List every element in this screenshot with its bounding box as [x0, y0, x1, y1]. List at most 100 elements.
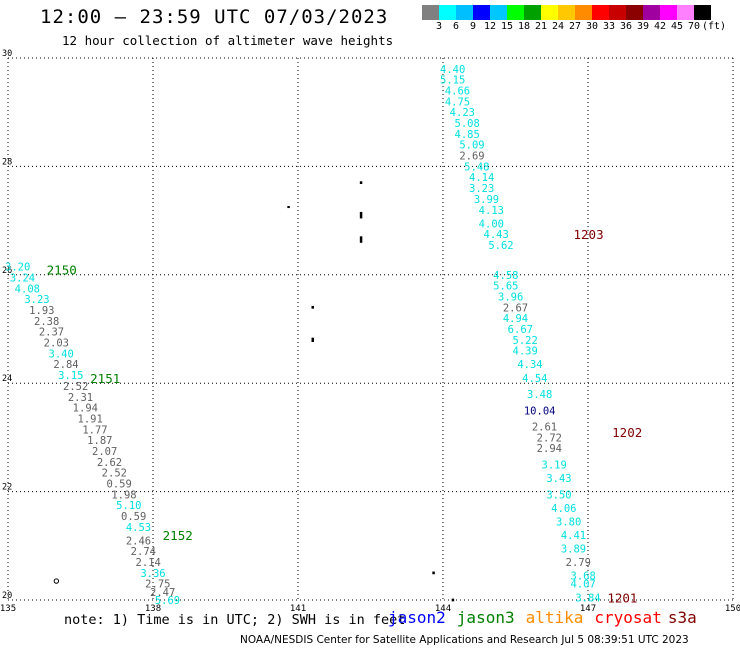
wave-height-value: 1.87	[87, 435, 112, 447]
color-swatch	[473, 5, 490, 20]
wave-height-value: 4.13	[479, 205, 504, 217]
lon-label: 138	[145, 604, 161, 614]
color-scale-label: 42	[653, 21, 667, 32]
wave-height-value: 5.22	[513, 335, 538, 347]
island-mark	[359, 236, 363, 243]
pass-id-label: 1203	[574, 227, 604, 242]
wave-height-value: 2.67	[503, 302, 528, 314]
color-scale-label: 45	[670, 21, 684, 32]
color-scale-label: 15	[500, 21, 514, 32]
color-swatch	[575, 5, 592, 20]
satellite-legend-item: s3a	[667, 608, 697, 627]
wave-height-value: 5.15	[440, 75, 465, 87]
lon-label: 135	[0, 604, 16, 614]
lat-label: 22	[2, 483, 12, 493]
wave-height-value: 5.69	[155, 595, 180, 607]
color-swatch	[592, 5, 609, 20]
wave-height-value: 4.54	[522, 373, 547, 385]
wave-height-value: 2.69	[459, 151, 484, 163]
wave-height-value: 4.75	[445, 96, 470, 108]
wave-height-value: 4.94	[503, 313, 528, 325]
wave-height-value: 6.67	[508, 324, 533, 336]
wave-height-value: 1.77	[82, 424, 107, 436]
wave-height-value: 5.09	[459, 140, 484, 152]
wave-height-value: 5.48	[464, 161, 489, 173]
wave-height-value: 2.31	[68, 392, 93, 404]
color-scale-label: 3	[435, 21, 443, 32]
pass-id-label: 2152	[163, 528, 193, 543]
wave-height-value: 3.50	[546, 489, 571, 501]
wave-height-value: 1.93	[29, 305, 54, 317]
wave-height-value: 3.96	[498, 291, 523, 303]
lat-label: 28	[2, 157, 12, 167]
wave-height-value: 3.19	[542, 460, 567, 472]
wave-height-value: 1.94	[73, 403, 98, 415]
lon-label: 141	[290, 604, 306, 614]
satellite-legend: jason2 jason3 altika cryosat s3a	[388, 608, 708, 627]
satellite-legend-item: cryosat	[594, 608, 662, 627]
island-mark	[432, 571, 435, 575]
wave-height-value: 2.37	[39, 327, 64, 339]
wave-height-value: 3.48	[527, 389, 552, 401]
wave-height-value: 1.91	[78, 413, 103, 425]
location-marker	[53, 578, 60, 584]
wave-height-value: 4.41	[561, 530, 586, 542]
island-mark	[451, 598, 455, 602]
island-mark	[311, 337, 314, 342]
color-swatch	[422, 5, 439, 20]
pass-id-label: 1201	[607, 590, 637, 605]
wave-height-value: 4.58	[493, 270, 518, 282]
wave-height-value: 0.59	[121, 511, 146, 523]
wave-height-value: 5.08	[455, 118, 480, 130]
wave-height-value: 4.43	[484, 229, 509, 241]
wave-height-value: 3.40	[49, 348, 74, 360]
wave-height-value: 3.84	[575, 592, 600, 604]
color-swatch	[643, 5, 660, 20]
color-scale-label: 30	[585, 21, 599, 32]
wave-height-value: 2.38	[34, 316, 59, 328]
lat-label: 20	[2, 591, 12, 601]
color-swatch	[558, 5, 575, 20]
wave-height-value: 2.74	[131, 546, 156, 558]
wave-height-value: 2.07	[92, 446, 117, 458]
wave-height-value: 2.84	[53, 359, 78, 371]
map-subtitle: 12 hour collection of altimeter wave hei…	[62, 33, 394, 48]
wave-height-value: 4.07	[571, 579, 596, 591]
island-mark	[287, 206, 290, 209]
wave-height-value: 2.47	[150, 587, 175, 599]
lat-label: 26	[2, 266, 12, 276]
wave-height-value: 3.23	[24, 294, 49, 306]
color-swatch	[507, 5, 524, 20]
wave-height-value: 3.23	[469, 183, 494, 195]
color-scale-label: (ft)	[702, 21, 727, 32]
wave-height-value: 2.94	[537, 443, 562, 455]
wave-height-value: 4.85	[455, 129, 480, 141]
wave-height-value: 4.08	[15, 283, 40, 295]
wave-height-value: 3.80	[556, 516, 581, 528]
color-scale-label: 21	[534, 21, 548, 32]
wave-height-value: 0.59	[107, 478, 132, 490]
wave-height-value: 3.24	[10, 273, 35, 285]
wave-height-value: 2.03	[44, 338, 69, 350]
island-mark	[359, 211, 363, 219]
wave-height-value: 4.40	[440, 64, 465, 76]
color-swatch	[524, 5, 541, 20]
satellite-legend-item: jason3	[456, 608, 515, 627]
color-scale	[422, 5, 711, 20]
wave-height-value: 3.68	[571, 571, 596, 583]
wave-height-value: 4.66	[445, 86, 470, 98]
wave-height-value: 2.72	[537, 432, 562, 444]
pass-id-label: 2150	[47, 262, 77, 277]
wave-height-value: 3.20	[5, 262, 30, 274]
color-swatch	[541, 5, 558, 20]
footer-note: note: 1) Time is in UTC; 2) SWH is in fe…	[64, 612, 406, 628]
wave-height-value: 4.53	[126, 522, 151, 534]
wave-height-value: 4.00	[479, 218, 504, 230]
lon-label: 150	[725, 604, 740, 614]
wave-height-value: 5.62	[488, 240, 513, 252]
wave-height-value: 2.52	[63, 381, 88, 393]
wave-height-value: 4.34	[517, 359, 542, 371]
color-scale-label: 33	[602, 21, 616, 32]
color-scale-label: 36	[619, 21, 633, 32]
